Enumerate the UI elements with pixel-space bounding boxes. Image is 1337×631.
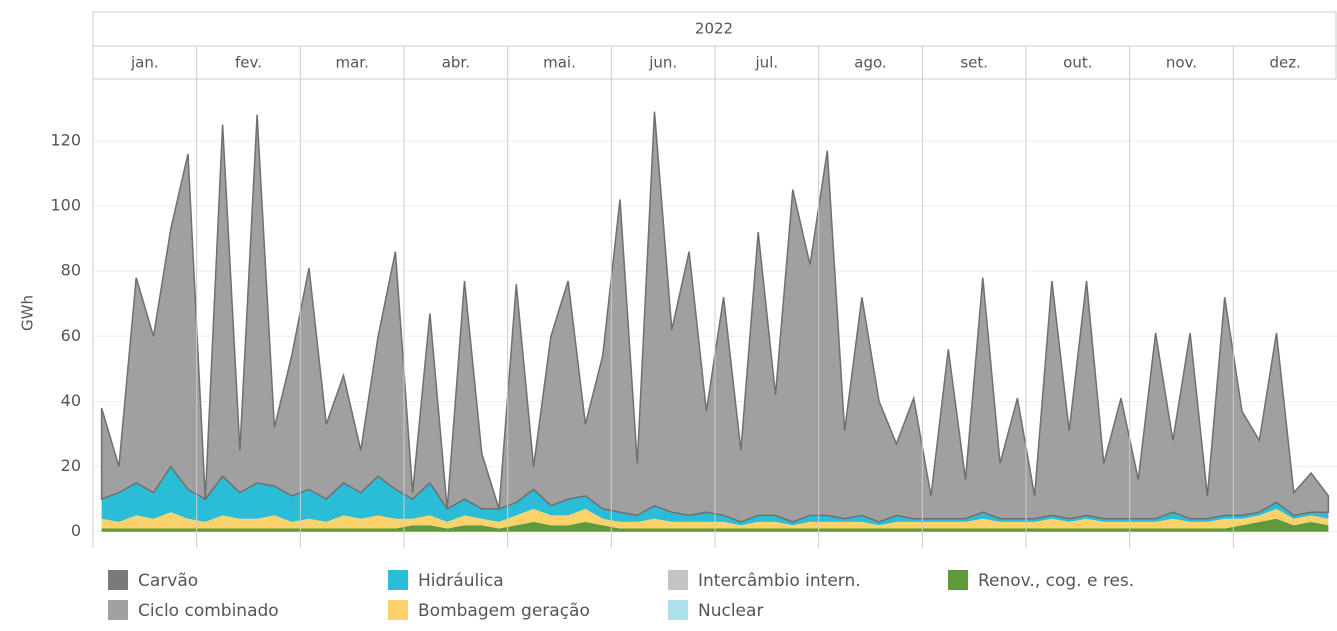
- legend-swatch: [388, 570, 408, 590]
- area: [101, 466, 1329, 526]
- month-label: jul.: [755, 54, 779, 72]
- year-header: 2022: [695, 20, 733, 38]
- y-tick-label: 60: [61, 326, 81, 345]
- legend-swatch: [108, 600, 128, 620]
- legend-swatch: [948, 570, 968, 590]
- y-tick-label: 80: [61, 261, 81, 280]
- month-label: out.: [1063, 54, 1092, 72]
- month-label: mar.: [335, 54, 368, 72]
- legend-label: Nuclear: [698, 601, 763, 621]
- y-tick-label: 20: [61, 456, 81, 475]
- legend-label: Carvão: [138, 571, 198, 591]
- area: [101, 518, 1329, 532]
- y-tick-label: 100: [50, 196, 81, 215]
- y-axis-label: GWh: [19, 295, 37, 331]
- area: [101, 508, 1329, 529]
- legend-label: Renov., cog. e res.: [978, 571, 1134, 591]
- legend-label: Hidráulica: [418, 571, 504, 591]
- legend-swatch: [108, 570, 128, 590]
- month-label: abr.: [442, 54, 470, 72]
- y-tick-label: 120: [50, 130, 81, 149]
- month-label: set.: [960, 54, 988, 72]
- legend-swatch: [668, 570, 688, 590]
- legend-label: Bombagem geração: [418, 601, 590, 621]
- month-label: jan.: [130, 54, 159, 72]
- y-tick-label: 0: [71, 521, 81, 540]
- legend-label: Ciclo combinado: [138, 601, 279, 621]
- month-label: nov.: [1166, 54, 1197, 72]
- legend-swatch: [388, 600, 408, 620]
- month-label: jun.: [648, 54, 677, 72]
- legend-label: Intercâmbio intern.: [698, 571, 861, 591]
- month-label: ago.: [854, 54, 886, 72]
- month-label: mai.: [543, 54, 576, 72]
- y-tick-label: 40: [61, 391, 81, 410]
- month-label: dez.: [1269, 54, 1300, 72]
- month-label: fev.: [235, 54, 262, 72]
- legend-swatch: [668, 600, 688, 620]
